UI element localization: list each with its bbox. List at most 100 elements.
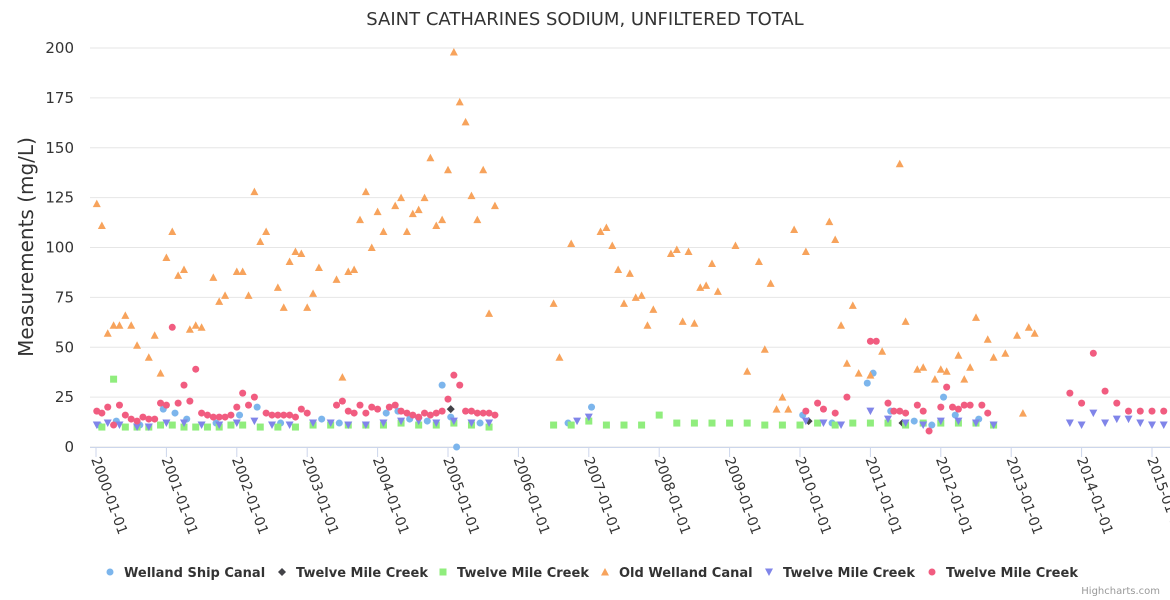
data-point[interactable] — [314, 263, 323, 271]
data-point[interactable] — [450, 371, 458, 379]
data-point[interactable] — [203, 411, 211, 419]
data-point[interactable] — [637, 291, 646, 299]
data-point[interactable] — [180, 265, 188, 273]
data-point[interactable] — [467, 419, 476, 428]
data-point[interactable] — [949, 403, 957, 411]
data-point[interactable] — [778, 393, 787, 401]
data-point[interactable] — [162, 419, 171, 428]
data-point[interactable] — [467, 191, 476, 200]
data-point[interactable] — [567, 421, 575, 429]
data-point[interactable] — [344, 421, 353, 430]
data-point[interactable] — [884, 399, 892, 407]
data-point[interactable] — [726, 419, 734, 427]
data-point[interactable] — [814, 399, 822, 407]
data-point[interactable] — [708, 419, 716, 427]
data-point[interactable] — [842, 359, 851, 367]
data-point[interactable] — [110, 375, 118, 383]
data-point[interactable] — [550, 421, 558, 429]
data-point[interactable] — [784, 405, 793, 413]
data-point[interactable] — [702, 281, 711, 289]
data-point[interactable] — [344, 267, 353, 275]
data-point[interactable] — [397, 193, 406, 202]
data-point[interactable] — [778, 421, 786, 429]
data-point[interactable] — [109, 321, 118, 329]
data-point[interactable] — [121, 423, 129, 431]
data-point[interactable] — [978, 401, 986, 409]
data-point[interactable] — [385, 403, 393, 411]
data-point[interactable] — [954, 405, 962, 413]
data-point[interactable] — [291, 413, 299, 421]
data-point[interactable] — [614, 265, 623, 273]
data-point[interactable] — [403, 409, 411, 417]
data-point[interactable] — [191, 321, 200, 329]
legend-item[interactable]: Twelve Mile Creek — [765, 566, 915, 581]
data-point[interactable] — [1030, 329, 1039, 337]
data-point[interactable] — [596, 227, 605, 236]
data-point[interactable] — [209, 413, 217, 421]
data-point[interactable] — [754, 257, 763, 265]
data-point[interactable] — [285, 421, 294, 430]
data-point[interactable] — [133, 423, 142, 432]
data-point[interactable] — [854, 369, 863, 377]
data-point[interactable] — [831, 421, 839, 429]
legend-label[interactable]: Twelve Mile Creek — [946, 566, 1078, 581]
data-point[interactable] — [303, 303, 312, 311]
data-point[interactable] — [731, 241, 740, 250]
data-point[interactable] — [379, 419, 388, 428]
data-point[interactable] — [902, 409, 910, 417]
data-point[interactable] — [374, 405, 382, 413]
data-point[interactable] — [872, 337, 880, 345]
data-point[interactable] — [1001, 349, 1010, 357]
data-point[interactable] — [397, 417, 406, 426]
data-point[interactable] — [361, 421, 370, 430]
data-point[interactable] — [186, 397, 194, 405]
data-point[interactable] — [690, 419, 698, 427]
data-point[interactable] — [309, 289, 318, 297]
data-point[interactable] — [335, 419, 343, 427]
data-point[interactable] — [286, 411, 294, 419]
data-point[interactable] — [92, 199, 101, 208]
data-point[interactable] — [133, 341, 142, 349]
data-point[interactable] — [631, 293, 640, 301]
data-point[interactable] — [215, 421, 224, 430]
data-point[interactable] — [209, 273, 218, 281]
data-point[interactable] — [408, 209, 417, 218]
data-point[interactable] — [790, 225, 799, 234]
legend-marker[interactable] — [106, 568, 114, 576]
data-point[interactable] — [273, 283, 282, 291]
data-point[interactable] — [268, 411, 276, 419]
data-point[interactable] — [262, 227, 271, 236]
data-point[interactable] — [350, 265, 359, 273]
data-point[interactable] — [449, 47, 458, 56]
data-point[interactable] — [960, 375, 969, 383]
data-point[interactable] — [919, 407, 927, 415]
data-point[interactable] — [919, 363, 928, 371]
data-point[interactable] — [1018, 409, 1027, 417]
data-point[interactable] — [368, 403, 376, 411]
data-point[interactable] — [831, 409, 839, 417]
data-point[interactable] — [1078, 399, 1086, 407]
data-point[interactable] — [92, 421, 101, 430]
data-point[interactable] — [666, 249, 675, 257]
data-point[interactable] — [197, 323, 206, 331]
data-point[interactable] — [1089, 409, 1098, 418]
data-point[interactable] — [382, 409, 390, 417]
data-point[interactable] — [344, 407, 352, 415]
data-point[interactable] — [678, 317, 687, 325]
data-point[interactable] — [573, 417, 582, 426]
data-point[interactable] — [966, 363, 975, 371]
data-point[interactable] — [672, 245, 681, 253]
data-point[interactable] — [121, 411, 129, 419]
data-point[interactable] — [455, 97, 464, 106]
data-point[interactable] — [250, 187, 259, 196]
legend-item[interactable]: Twelve Mile Creek — [439, 566, 590, 581]
data-point[interactable] — [420, 193, 429, 202]
data-point[interactable] — [485, 309, 494, 317]
data-point[interactable] — [174, 399, 182, 407]
data-point[interactable] — [1112, 415, 1121, 424]
data-point[interactable] — [432, 409, 440, 417]
data-point[interactable] — [984, 409, 992, 417]
legend-label[interactable]: Twelve Mile Creek — [296, 566, 428, 581]
data-point[interactable] — [350, 409, 358, 417]
legend-label[interactable]: Welland Ship Canal — [124, 566, 265, 581]
